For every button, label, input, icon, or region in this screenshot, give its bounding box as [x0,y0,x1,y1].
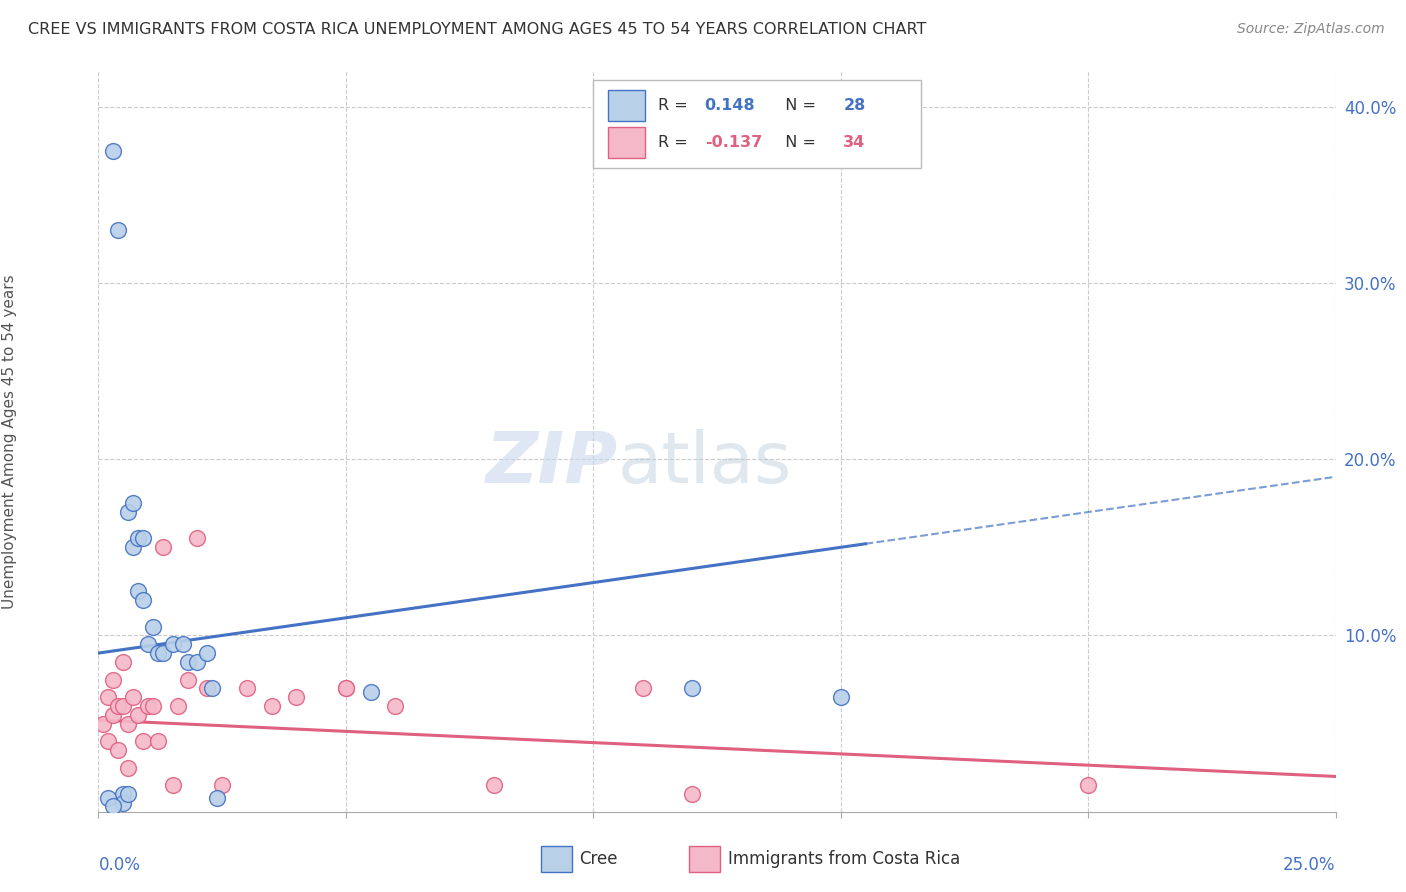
Point [830,690,852,705]
Text: Unemployment Among Ages 45 to 54 years: Unemployment Among Ages 45 to 54 years [1,274,17,609]
Point [631,681,654,696]
Text: CREE VS IMMIGRANTS FROM COSTA RICA UNEMPLOYMENT AMONG AGES 45 TO 54 YEARS CORREL: CREE VS IMMIGRANTS FROM COSTA RICA UNEMP… [28,22,927,37]
Point [112,655,135,669]
Text: ZIP: ZIP [486,429,619,499]
Point [127,584,149,599]
Point [285,690,308,705]
Point [112,796,135,810]
Point [117,716,139,731]
Text: N =: N = [775,98,821,113]
Point [122,496,145,510]
Point [136,698,159,713]
Text: Immigrants from Costa Rica: Immigrants from Costa Rica [728,850,960,868]
Text: Source: ZipAtlas.com: Source: ZipAtlas.com [1237,22,1385,37]
Point [1077,778,1099,792]
Point [681,787,703,801]
Point [201,681,224,696]
Point [117,505,139,519]
Point [107,223,129,237]
Bar [609,127,645,158]
Text: N =: N = [775,135,821,150]
Point [360,685,382,699]
Point [484,778,506,792]
Text: 0.0%: 0.0% [98,855,141,874]
Text: Cree: Cree [579,850,617,868]
Point [136,637,159,651]
Point [103,144,125,158]
Point [205,790,228,805]
Point [97,790,120,805]
Point [142,619,165,633]
Point [162,637,184,651]
Text: 25.0%: 25.0% [1284,855,1336,874]
FancyBboxPatch shape [593,80,921,168]
Point [176,655,198,669]
Point [152,646,174,660]
Point [260,698,283,713]
Text: -0.137: -0.137 [704,135,762,150]
Point [195,681,218,696]
Text: R =: R = [658,135,693,150]
Point [107,698,129,713]
Bar [609,90,645,121]
Point [112,698,135,713]
Point [103,799,125,814]
Point [335,681,357,696]
Point [132,532,155,546]
Point [335,681,357,696]
Point [195,646,218,660]
Point [681,681,703,696]
Point [166,698,188,713]
Point [122,690,145,705]
Text: 34: 34 [844,135,866,150]
Text: atlas: atlas [619,429,793,499]
Text: 0.148: 0.148 [704,98,755,113]
Point [384,698,406,713]
Point [142,698,165,713]
Point [93,716,115,731]
Point [103,673,125,687]
Point [132,734,155,748]
Point [172,637,194,651]
Point [122,541,145,555]
Point [146,646,169,660]
Point [186,655,208,669]
Point [107,743,129,757]
Point [127,532,149,546]
Point [127,707,149,722]
Point [103,707,125,722]
Point [97,690,120,705]
Point [176,673,198,687]
Text: 28: 28 [844,98,866,113]
Point [97,734,120,748]
Point [186,532,208,546]
Point [146,734,169,748]
Point [132,593,155,607]
Point [117,787,139,801]
Point [112,787,135,801]
Point [152,541,174,555]
Point [211,778,233,792]
Point [236,681,259,696]
Text: R =: R = [658,98,693,113]
Point [162,778,184,792]
Point [117,761,139,775]
